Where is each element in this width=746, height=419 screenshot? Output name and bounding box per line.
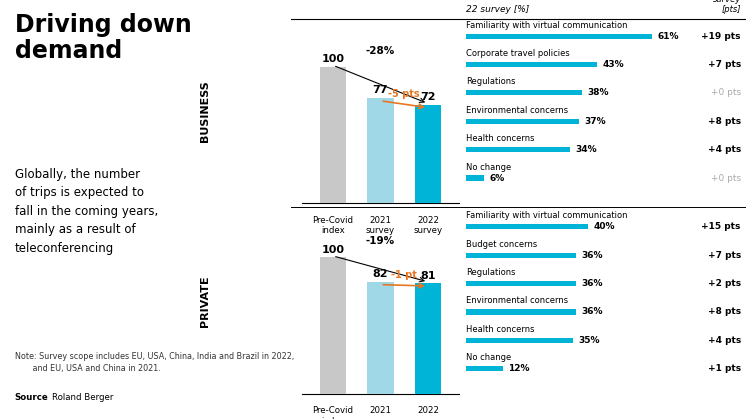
Text: 100: 100 — [322, 54, 345, 64]
Text: -5 pts: -5 pts — [389, 89, 420, 99]
Text: Health concerns: Health concerns — [466, 325, 535, 334]
Text: +7 pts: +7 pts — [707, 251, 741, 260]
Text: 36%: 36% — [581, 308, 603, 316]
Bar — [466, 34, 652, 39]
Bar — [466, 366, 503, 371]
Text: No change: No change — [466, 353, 512, 362]
Text: +19 pts: +19 pts — [701, 32, 741, 41]
Text: Note: Survey scope includes EU, USA, China, India and Brazil in 2022,
       and: Note: Survey scope includes EU, USA, Chi… — [15, 352, 294, 373]
Text: 77: 77 — [373, 85, 388, 96]
Text: No change: No change — [466, 163, 512, 171]
Text: BUSINESS: BUSINESS — [200, 80, 210, 142]
Text: PRIVATE: PRIVATE — [200, 276, 210, 328]
Text: 40%: 40% — [593, 222, 615, 231]
Bar — [466, 62, 597, 67]
Text: +0 pts: +0 pts — [711, 88, 741, 97]
Text: 6%: 6% — [490, 173, 505, 183]
Text: Pre-Covid
index: Pre-Covid index — [313, 406, 354, 419]
Text: Δ 22-21
survey
[pts]: Δ 22-21 survey [pts] — [708, 0, 741, 14]
Text: Environmental concerns: Environmental concerns — [466, 106, 568, 115]
Text: 81: 81 — [420, 271, 436, 280]
Text: +4 pts: +4 pts — [707, 336, 741, 345]
Text: Regulations: Regulations — [466, 268, 515, 277]
Bar — [320, 257, 346, 394]
Bar — [415, 283, 441, 394]
Text: 36%: 36% — [581, 251, 603, 260]
Bar — [466, 224, 588, 230]
Text: Environmental concerns: Environmental concerns — [466, 296, 568, 305]
Text: 2021
survey: 2021 survey — [366, 215, 395, 235]
Text: Familiarity with virtual communication: Familiarity with virtual communication — [466, 21, 627, 30]
Text: -1 pt: -1 pt — [391, 270, 417, 280]
Text: -28%: -28% — [366, 46, 395, 56]
Bar — [466, 309, 576, 315]
Text: -19%: -19% — [366, 236, 395, 246]
Text: Budget concerns: Budget concerns — [466, 240, 538, 249]
Text: 82: 82 — [373, 269, 388, 279]
Text: Pre-Covid
index: Pre-Covid index — [313, 215, 354, 235]
Bar — [415, 105, 441, 203]
Text: Driving down
demand: Driving down demand — [15, 13, 191, 63]
Text: 100: 100 — [322, 245, 345, 255]
Text: Roland Berger: Roland Berger — [52, 393, 113, 402]
Text: +2 pts: +2 pts — [708, 279, 741, 288]
Text: 34%: 34% — [575, 145, 597, 154]
Text: 35%: 35% — [578, 336, 600, 345]
Text: +1 pts: +1 pts — [708, 364, 741, 373]
Text: Source: Source — [15, 393, 48, 402]
Text: Health concerns: Health concerns — [466, 134, 535, 143]
Bar — [466, 91, 582, 96]
Bar — [320, 67, 346, 203]
Text: 12%: 12% — [508, 364, 530, 373]
Text: +8 pts: +8 pts — [708, 117, 741, 126]
Text: +15 pts: +15 pts — [701, 222, 741, 231]
Text: Familiarity with virtual communication: Familiarity with virtual communication — [466, 211, 627, 220]
Text: 2022
survey: 2022 survey — [413, 406, 442, 419]
Bar — [466, 281, 576, 286]
Bar — [368, 282, 394, 394]
Text: Regulations: Regulations — [466, 78, 515, 86]
Text: 22 survey [%]: 22 survey [%] — [466, 5, 530, 14]
Bar — [466, 338, 573, 343]
Text: 38%: 38% — [587, 88, 609, 97]
Bar — [466, 147, 570, 152]
Text: 2021
survey: 2021 survey — [366, 406, 395, 419]
Text: +7 pts: +7 pts — [707, 60, 741, 69]
Bar — [368, 98, 394, 203]
Text: 43%: 43% — [603, 60, 624, 69]
Text: +8 pts: +8 pts — [708, 308, 741, 316]
Text: 72: 72 — [420, 92, 436, 102]
Bar — [466, 119, 579, 124]
Bar — [466, 253, 576, 258]
Text: 36%: 36% — [581, 279, 603, 288]
Text: 37%: 37% — [584, 117, 606, 126]
Text: 2022
survey: 2022 survey — [413, 215, 442, 235]
Text: +0 pts: +0 pts — [711, 173, 741, 183]
Bar — [466, 176, 484, 181]
Text: +4 pts: +4 pts — [707, 145, 741, 154]
Text: 61%: 61% — [657, 32, 679, 41]
Text: Globally, the number
of trips is expected to
fall in the coming years,
mainly as: Globally, the number of trips is expecte… — [15, 168, 158, 255]
Text: Corporate travel policies: Corporate travel policies — [466, 49, 570, 58]
